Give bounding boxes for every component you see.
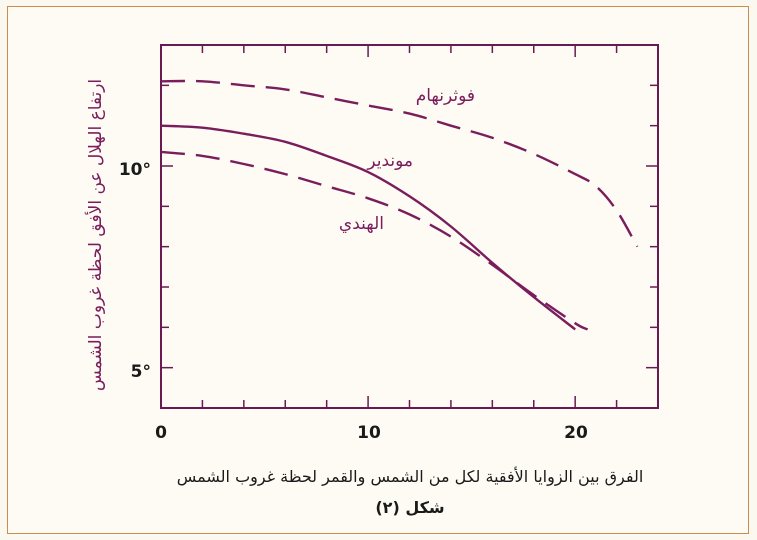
series-layer xyxy=(160,79,639,331)
figure-frame xyxy=(7,6,749,534)
x-tick-label-10: 10 xyxy=(357,423,381,443)
series-label-indian: الهندي xyxy=(339,214,384,234)
series-label-maunder: موندير xyxy=(366,151,413,171)
figure-caption: شكل (٢) xyxy=(375,498,445,517)
series-line-fotheringham xyxy=(160,79,639,248)
y-tick-label-5: 5° xyxy=(131,362,151,382)
axis-ticks xyxy=(161,45,658,408)
series-line-indian xyxy=(160,150,589,331)
y-axis-label: ارتفاع الهلال عن الأفق لحظة غروب الشمس xyxy=(86,78,106,392)
y-tick-label-10: 10° xyxy=(119,160,151,180)
plot-area-frame xyxy=(160,44,659,409)
x-tick-label-20: 20 xyxy=(564,423,588,443)
x-tick-label-0: 0 xyxy=(155,423,167,443)
x-axis-label: الفرق بين الزوايا الأفقية لكل من الشمس و… xyxy=(176,467,644,486)
series-label-fotheringham: فوثرنهام xyxy=(416,86,475,106)
